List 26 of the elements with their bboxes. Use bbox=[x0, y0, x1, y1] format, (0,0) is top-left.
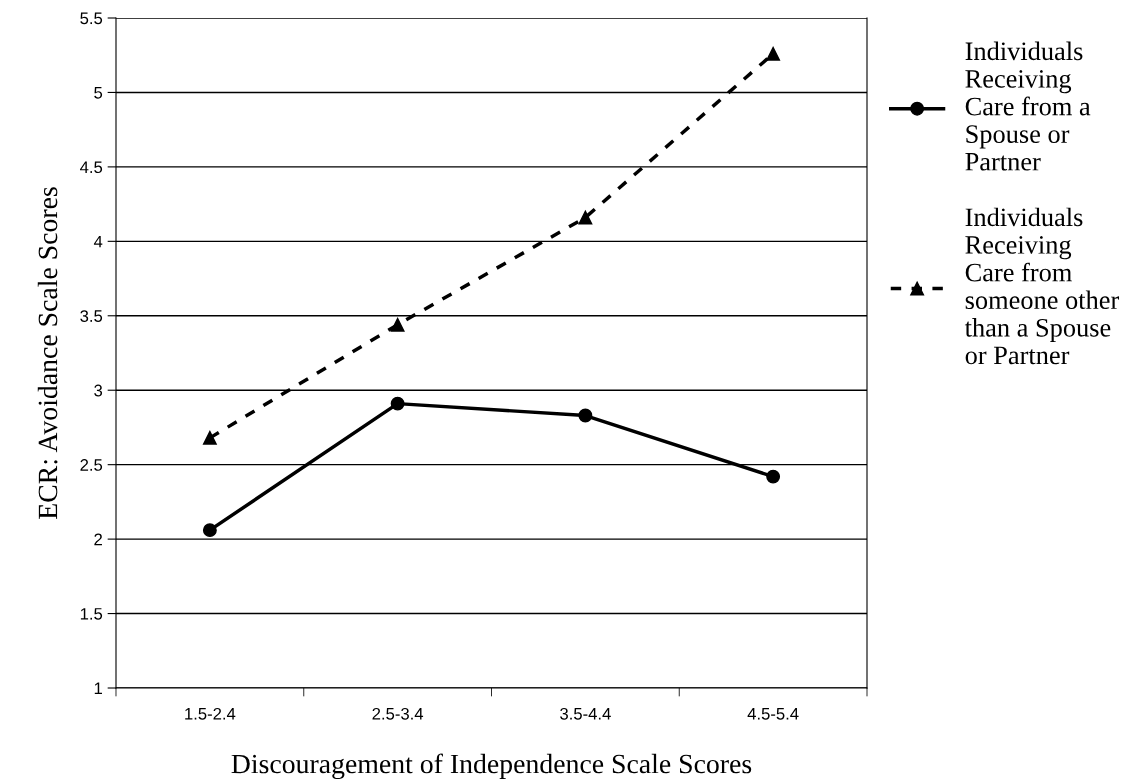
point bbox=[202, 430, 217, 445]
y-tick-label: 2.5 bbox=[80, 459, 103, 471]
point bbox=[766, 469, 781, 484]
x-tick-label: 1.5-2.4 bbox=[185, 707, 236, 720]
x-tick-label: 3.5-4.4 bbox=[560, 707, 611, 720]
legend-label: Individuals Receiving Care from a Spouse or Partner bbox=[965, 41, 1091, 171]
x-tick-label: 4.5-5.4 bbox=[747, 708, 799, 720]
point bbox=[390, 396, 405, 411]
x-tick-label: 2.5-3.4 bbox=[372, 707, 424, 720]
y-axis-title: ECR: Avoidance Scale Scores bbox=[37, 187, 58, 519]
y-tick-label: 1.5 bbox=[80, 608, 103, 620]
y-tick-label: 4.5 bbox=[80, 161, 103, 174]
y-tick-label: 2 bbox=[94, 533, 102, 546]
y-tick-label: 4 bbox=[93, 235, 103, 248]
point bbox=[390, 317, 405, 332]
legend-label: Individuals Receiving Care from someone other than a Spouse or Partner bbox=[964, 207, 1120, 365]
x-axis-title: Discouragement of Independence Scale Scores bbox=[231, 753, 752, 779]
point bbox=[766, 46, 781, 61]
y-tick-label: 1 bbox=[94, 682, 102, 695]
y-tick-label: 5.5 bbox=[80, 12, 103, 25]
point bbox=[578, 408, 593, 423]
y-tick-label: 5 bbox=[94, 87, 103, 99]
y-tick-label: 3.5 bbox=[80, 310, 103, 322]
point bbox=[578, 210, 593, 225]
point bbox=[202, 523, 217, 538]
y-tick-label: 3 bbox=[94, 384, 103, 397]
